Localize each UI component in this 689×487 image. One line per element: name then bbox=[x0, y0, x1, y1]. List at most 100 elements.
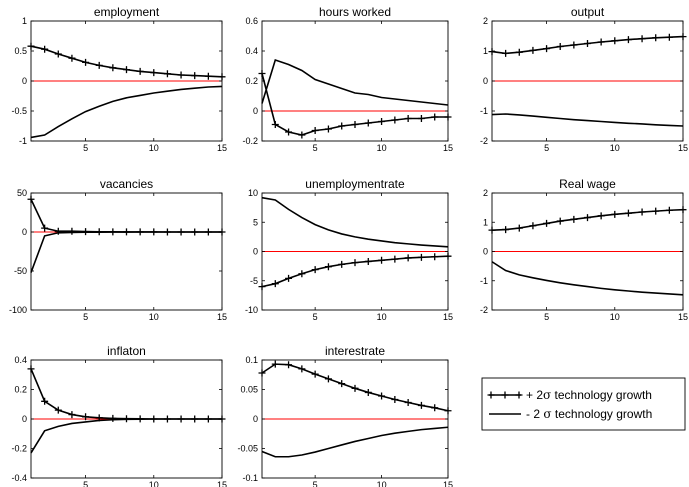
data-point-marker bbox=[556, 43, 564, 50]
x-tick-label: 10 bbox=[149, 143, 159, 153]
panel-inflaton: inflaton -0.4 -0.2 0 0.2 0.4 5 10 15 bbox=[11, 344, 227, 487]
panel-output: output -2 -1 0 1 2 5 10 15 bbox=[480, 5, 688, 153]
data-point-marker bbox=[665, 33, 673, 41]
legend-marker bbox=[487, 391, 495, 399]
x-tick-label: 5 bbox=[83, 312, 88, 322]
y-tick-label: 1 bbox=[483, 217, 488, 227]
series-line-neg bbox=[30, 418, 222, 454]
data-point-marker bbox=[324, 125, 332, 133]
data-point-marker bbox=[271, 360, 279, 368]
data-point-marker bbox=[191, 72, 199, 80]
y-tick-label: 0 bbox=[22, 227, 27, 237]
x-tick-label: 10 bbox=[610, 143, 620, 153]
panel-title: hours worked bbox=[319, 5, 391, 19]
y-tick-label: -1 bbox=[19, 136, 27, 146]
panel-unemploymentrate: unemploymentrate -10 -5 0 5 10 5 10 15 bbox=[245, 177, 453, 322]
data-point-marker bbox=[543, 45, 551, 53]
data-point-marker bbox=[311, 266, 319, 274]
y-tick-label: 0 bbox=[22, 414, 27, 424]
data-point-marker bbox=[338, 122, 346, 130]
y-tick-label: 1 bbox=[483, 46, 488, 56]
data-point-marker bbox=[351, 384, 359, 392]
data-point-marker bbox=[68, 227, 76, 235]
y-tick-label: 0 bbox=[253, 247, 258, 257]
y-tick-label: 2 bbox=[483, 16, 488, 26]
data-point-marker bbox=[556, 217, 564, 225]
y-tick-label: 0 bbox=[483, 247, 488, 257]
data-point-marker bbox=[543, 219, 551, 227]
y-tick-label: -0.05 bbox=[237, 444, 258, 454]
panel-interestrate: interestrate -0.1 -0.05 0 0.05 0.1 5 10 15 bbox=[237, 344, 453, 487]
x-tick-label: 15 bbox=[217, 143, 227, 153]
data-point-marker bbox=[311, 370, 319, 378]
data-point-marker bbox=[351, 259, 359, 267]
x-tick-label: 15 bbox=[678, 312, 688, 322]
data-point-marker bbox=[41, 397, 49, 405]
data-point-marker bbox=[570, 215, 578, 223]
y-tick-label: -5 bbox=[250, 276, 258, 286]
y-tick-label: -100 bbox=[9, 305, 27, 315]
data-point-marker bbox=[391, 255, 399, 263]
panel-title: output bbox=[571, 5, 605, 19]
x-tick-label: 10 bbox=[377, 480, 387, 487]
sigma-symbol: σ bbox=[543, 407, 551, 421]
data-point-marker bbox=[163, 70, 171, 78]
data-point-marker bbox=[123, 66, 130, 74]
data-point-marker bbox=[54, 50, 62, 58]
data-point-marker bbox=[311, 127, 319, 134]
data-point-marker bbox=[597, 38, 605, 46]
data-point-marker bbox=[417, 115, 425, 122]
axes-frame bbox=[30, 192, 223, 311]
data-point-marker bbox=[515, 48, 523, 56]
y-tick-label: 0 bbox=[22, 76, 27, 86]
y-tick-label: 0.05 bbox=[240, 385, 258, 395]
y-tick-label: 0.5 bbox=[14, 46, 27, 56]
data-point-marker bbox=[351, 121, 359, 128]
legend-label-pos: + 2σ technology growth bbox=[526, 388, 652, 402]
y-tick-label: -1 bbox=[480, 276, 488, 286]
legend-label-main: + 2 bbox=[526, 388, 543, 402]
data-point-marker bbox=[652, 207, 660, 215]
data-point-marker bbox=[570, 41, 578, 49]
x-tick-label: 5 bbox=[83, 143, 88, 153]
panel-employment: employment-1-0.500.515 10 15 bbox=[11, 5, 227, 153]
x-tick-label: 10 bbox=[377, 143, 387, 153]
data-point-marker bbox=[378, 392, 386, 400]
data-point-marker bbox=[624, 209, 632, 217]
y-tick-label: 0 bbox=[253, 106, 258, 116]
legend-label-rest: technology growth bbox=[552, 407, 653, 421]
x-tick-label: 10 bbox=[149, 480, 159, 487]
data-point-marker bbox=[404, 398, 412, 406]
y-tick-label: 0 bbox=[253, 414, 258, 424]
x-tick-label: 15 bbox=[217, 480, 227, 487]
x-tick-label: 15 bbox=[217, 312, 227, 322]
x-tick-label: 15 bbox=[678, 143, 688, 153]
series-line-neg bbox=[261, 426, 449, 458]
y-tick-label: -10 bbox=[245, 305, 258, 315]
x-tick-label: 10 bbox=[610, 312, 620, 322]
data-point-marker bbox=[54, 406, 62, 414]
y-tick-label: -0.2 bbox=[242, 136, 258, 146]
data-point-marker bbox=[391, 396, 399, 404]
data-point-marker bbox=[515, 224, 523, 232]
x-tick-label: 5 bbox=[544, 312, 549, 322]
data-point-marker bbox=[109, 64, 117, 72]
x-tick-label: 15 bbox=[443, 143, 453, 153]
y-tick-label: -0.1 bbox=[242, 473, 258, 483]
data-point-marker bbox=[431, 253, 439, 261]
data-point-marker bbox=[502, 49, 510, 57]
panel-title: interestrate bbox=[325, 344, 385, 358]
panel-vacancies: vacancies -100 -50 0 50 5 10 15 bbox=[9, 177, 227, 322]
legend-box bbox=[481, 377, 686, 431]
x-tick-label: 5 bbox=[83, 480, 88, 487]
series-line-neg bbox=[261, 58, 449, 106]
sigma-symbol: σ bbox=[543, 388, 551, 402]
data-point-marker bbox=[584, 214, 591, 222]
data-point-marker bbox=[338, 380, 346, 388]
y-tick-label: 1 bbox=[22, 16, 27, 26]
data-point-marker bbox=[638, 35, 646, 43]
data-point-marker bbox=[638, 208, 646, 216]
data-point-marker bbox=[41, 45, 49, 53]
data-point-marker bbox=[404, 254, 412, 262]
data-point-marker bbox=[417, 253, 425, 261]
